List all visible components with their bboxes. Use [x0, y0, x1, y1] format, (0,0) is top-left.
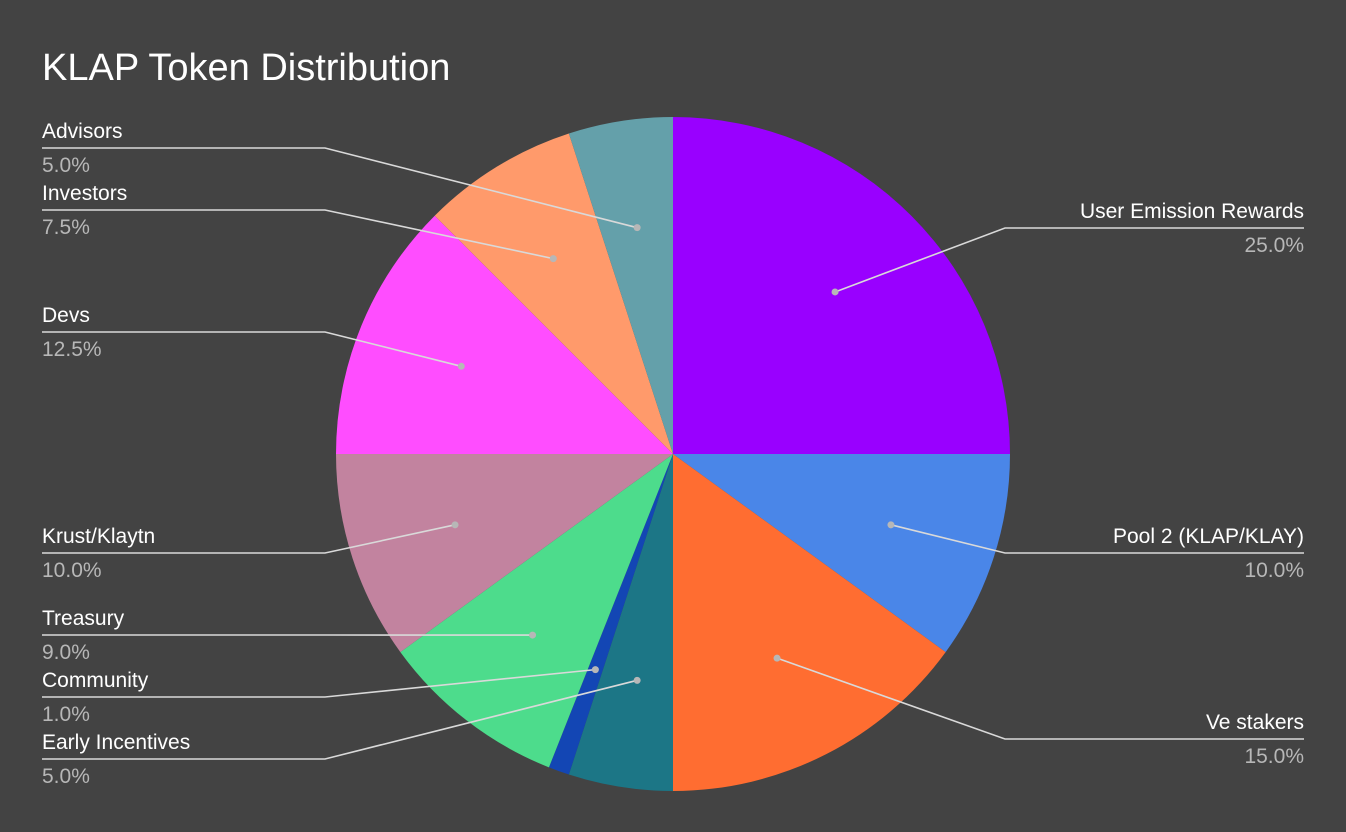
slice-percent-devs: 12.5% — [42, 338, 102, 361]
leader-line-ve-stakers — [776, 657, 1304, 740]
slice-percent-advisors: 5.0% — [42, 154, 90, 177]
slice-label-pool-2-klap-klay: Pool 2 (KLAP/KLAY) — [1113, 525, 1304, 548]
slice-percent-user-emission-rewards: 25.0% — [1244, 234, 1304, 257]
labels-group: User Emission Rewards 25.0% Pool 2 (KLAP/K… — [42, 120, 1304, 788]
leader-dot-ve-stakers — [773, 654, 781, 662]
pie-slice-devs — [336, 215, 673, 454]
slice-percent-early-incentives: 5.0% — [42, 765, 90, 788]
leader-line-advisors — [42, 147, 638, 229]
slice-label-user-emission-rewards: User Emission Rewards — [1080, 200, 1304, 223]
pie-slice-early-incentives — [568, 454, 673, 791]
slice-label-investors: Investors — [42, 182, 127, 205]
leader-dot-treasury — [529, 631, 537, 639]
leader-line-pool-2-klap-klay — [890, 524, 1304, 554]
leader-line-community — [42, 668, 596, 698]
slice-percent-community: 1.0% — [42, 703, 90, 726]
pie-slice-advisors — [568, 117, 673, 454]
slice-percent-investors: 7.5% — [42, 216, 90, 239]
leader-dot-krust-klaytn — [451, 521, 459, 529]
leader-dot-user-emission-rewards — [831, 288, 839, 296]
leader-line-devs — [42, 331, 462, 368]
leader-dot-community — [591, 666, 599, 674]
slice-label-advisors: Advisors — [42, 120, 123, 143]
slice-label-krust-klaytn: Krust/Klaytn — [42, 525, 155, 548]
slice-label-early-incentives: Early Incentives — [42, 731, 190, 754]
slice-percent-treasury: 9.0% — [42, 641, 90, 664]
leader-line-krust-klaytn — [42, 524, 456, 554]
leader-dot-pool-2-klap-klay — [887, 521, 895, 529]
slice-label-ve-stakers: Ve stakers — [1206, 711, 1304, 734]
pie-slice-treasury — [400, 454, 673, 768]
pie-slice-krust-klaytn — [336, 454, 673, 653]
leader-line-user-emission-rewards — [834, 227, 1304, 293]
slice-label-treasury: Treasury — [42, 607, 125, 630]
leader-dot-investors — [549, 255, 557, 263]
slice-label-community: Community — [42, 669, 149, 692]
pie-slice-user-emission-rewards — [673, 117, 1010, 454]
chart-title: KLAP Token Distribution — [42, 47, 450, 89]
slice-percent-krust-klaytn: 10.0% — [42, 559, 102, 582]
slice-percent-pool-2-klap-klay: 10.0% — [1244, 559, 1304, 582]
leader-dot-devs — [457, 362, 465, 370]
leader-lines-group — [42, 147, 1304, 760]
pie-slice-pool-2-klap-klay — [673, 454, 1010, 653]
leader-line-early-incentives — [42, 679, 638, 760]
leader-line-investors — [42, 209, 554, 260]
slice-percent-ve-stakers: 15.0% — [1244, 745, 1304, 768]
slice-label-devs: Devs — [42, 304, 90, 327]
leader-dot-advisors — [633, 224, 641, 232]
leader-dot-early-incentives — [633, 676, 641, 684]
pie-slice-ve-stakers — [673, 454, 946, 791]
pie-slice-investors — [434, 133, 673, 454]
slices-group — [336, 117, 1010, 791]
